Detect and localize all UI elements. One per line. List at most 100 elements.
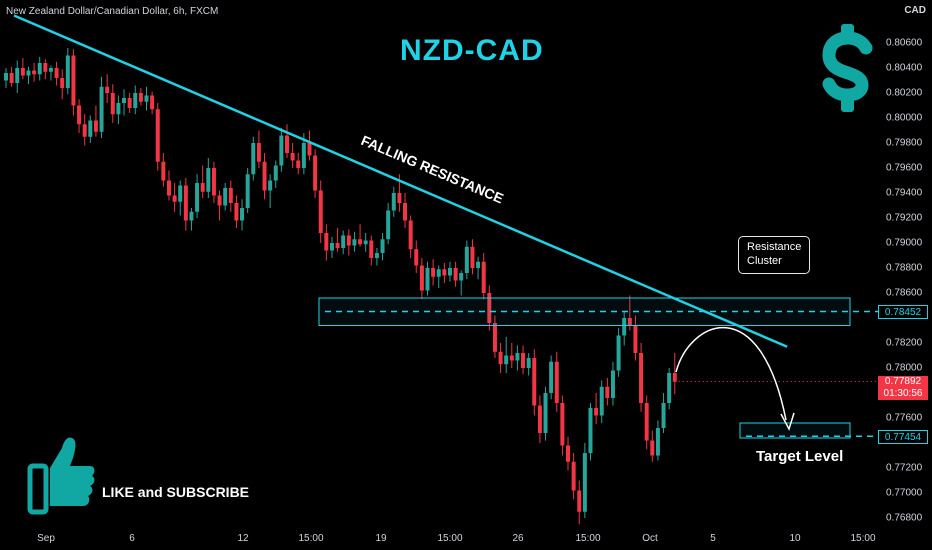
candle-body	[66, 56, 70, 89]
x-tick-label: 10	[789, 533, 800, 544]
current-price-value: 0.77892	[878, 376, 928, 388]
candle-body	[465, 247, 469, 273]
candle-body	[234, 203, 238, 221]
candle-body	[184, 186, 188, 221]
candle-body	[116, 103, 120, 114]
candle-body	[527, 358, 531, 368]
candle-body	[566, 446, 570, 462]
y-tick-label: 0.77200	[886, 463, 922, 474]
candle-body	[38, 63, 42, 74]
candle-body	[375, 253, 379, 258]
x-tick-label: 19	[375, 533, 386, 544]
candle-body	[251, 143, 255, 174]
candle-body	[555, 362, 559, 403]
y-tick-label: 0.79800	[886, 138, 922, 149]
resistance-cluster-callout: Resistance Cluster	[738, 236, 810, 274]
candle-body	[454, 268, 458, 281]
candle-body	[156, 109, 160, 162]
candle-body	[296, 161, 300, 169]
candle-body	[268, 181, 272, 191]
thumbs-up-icon	[26, 432, 98, 516]
y-tick-label: 0.78800	[886, 263, 922, 274]
candle-body	[133, 93, 137, 108]
candle-body	[100, 87, 104, 132]
y-tick-label: 0.76800	[886, 513, 922, 524]
candle-body	[499, 352, 503, 365]
candle-body	[470, 247, 474, 268]
candle-body	[139, 93, 143, 102]
candle-body	[206, 168, 210, 192]
candle-body	[448, 268, 452, 276]
candle-body	[223, 188, 227, 206]
y-tick-label: 0.79200	[886, 213, 922, 224]
candle-body	[482, 262, 486, 293]
candle-body	[673, 373, 677, 382]
candle-body	[128, 98, 132, 108]
y-tick-label: 0.80000	[886, 113, 922, 124]
candle-body	[88, 121, 92, 137]
candle-body	[21, 68, 25, 76]
candle-body	[55, 68, 59, 78]
candle-body	[347, 236, 351, 246]
candle-body	[201, 183, 205, 192]
dollar-icon	[822, 20, 874, 116]
x-tick-label: 12	[237, 533, 248, 544]
candle-body	[189, 212, 193, 221]
candle-body	[409, 221, 413, 250]
candle-body	[560, 403, 564, 446]
y-tick-label: 0.79400	[886, 188, 922, 199]
y-tick-label: 0.79600	[886, 163, 922, 174]
candle-body	[336, 243, 340, 248]
x-tick-label: 15:00	[437, 533, 462, 544]
candle-body	[178, 186, 182, 202]
candle-body	[291, 153, 295, 161]
candle-body	[667, 373, 671, 403]
candle-body	[26, 71, 30, 76]
candle-body	[617, 336, 621, 371]
candle-body	[352, 239, 356, 245]
candle-body	[521, 353, 525, 368]
candle-body	[532, 358, 536, 406]
projection-path	[676, 328, 786, 420]
candle-body	[49, 68, 53, 72]
candle-body	[319, 191, 323, 234]
candle-body	[656, 428, 660, 456]
x-tick-label: 15:00	[298, 533, 323, 544]
candle-body	[662, 403, 666, 428]
candle-body	[77, 106, 81, 125]
candle-body	[307, 143, 311, 156]
candles-layer	[4, 48, 677, 524]
x-tick-label: 15:00	[850, 533, 875, 544]
bar-countdown: 01:30:56	[878, 388, 928, 400]
candle-body	[263, 162, 267, 191]
y-tick-label: 0.80200	[886, 88, 922, 99]
y-tick-label: 0.77600	[886, 413, 922, 424]
candle-body	[369, 241, 373, 259]
candle-body	[313, 156, 317, 191]
candle-body	[577, 491, 581, 512]
x-tick-label: 6	[129, 533, 135, 544]
candle-body	[341, 236, 345, 249]
callout-line-1: Resistance	[747, 240, 809, 254]
candle-body	[43, 63, 47, 72]
candle-body	[476, 262, 480, 268]
candle-body	[645, 403, 649, 441]
candle-body	[504, 356, 508, 365]
candle-body	[364, 241, 368, 245]
x-tick-label: 15:00	[575, 533, 600, 544]
candle-body	[330, 243, 334, 251]
candle-body	[71, 56, 75, 106]
like-subscribe-text: LIKE and SUBSCRIBE	[102, 484, 249, 500]
candle-body	[386, 211, 390, 240]
candle-body	[4, 73, 8, 81]
candle-body	[240, 208, 244, 221]
candle-body	[381, 239, 385, 253]
y-tick-label: 0.78200	[886, 338, 922, 349]
candle-body	[285, 136, 289, 154]
candle-body	[257, 143, 261, 162]
candle-body	[633, 326, 637, 354]
candle-body	[145, 96, 149, 102]
candle-body	[538, 406, 542, 434]
candle-body	[437, 269, 441, 277]
